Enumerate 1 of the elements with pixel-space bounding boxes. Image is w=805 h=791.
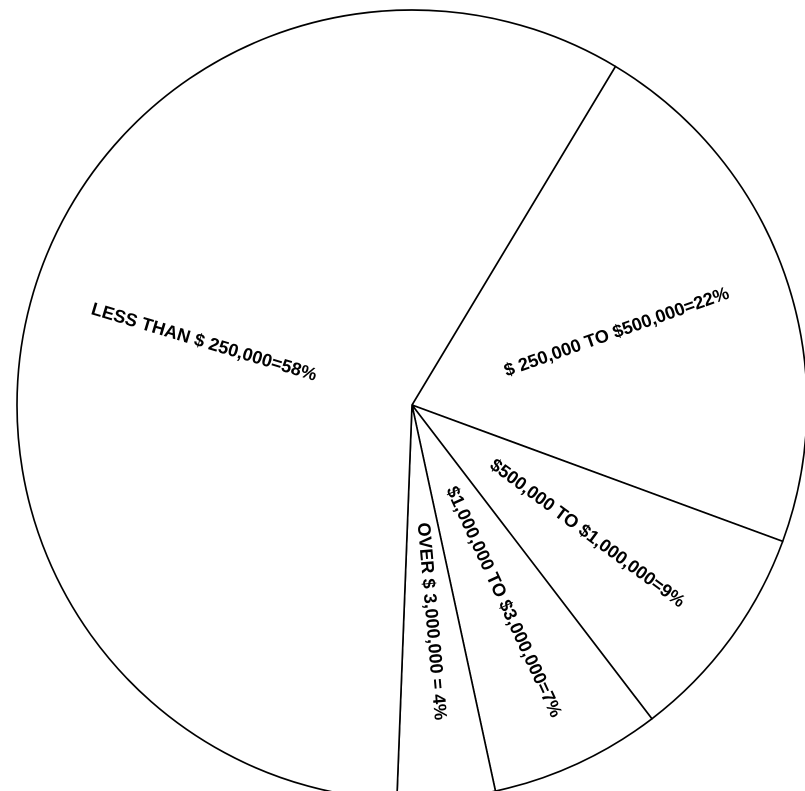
slice-label: OVER $ 3,000,000 = 4% [414,522,448,720]
